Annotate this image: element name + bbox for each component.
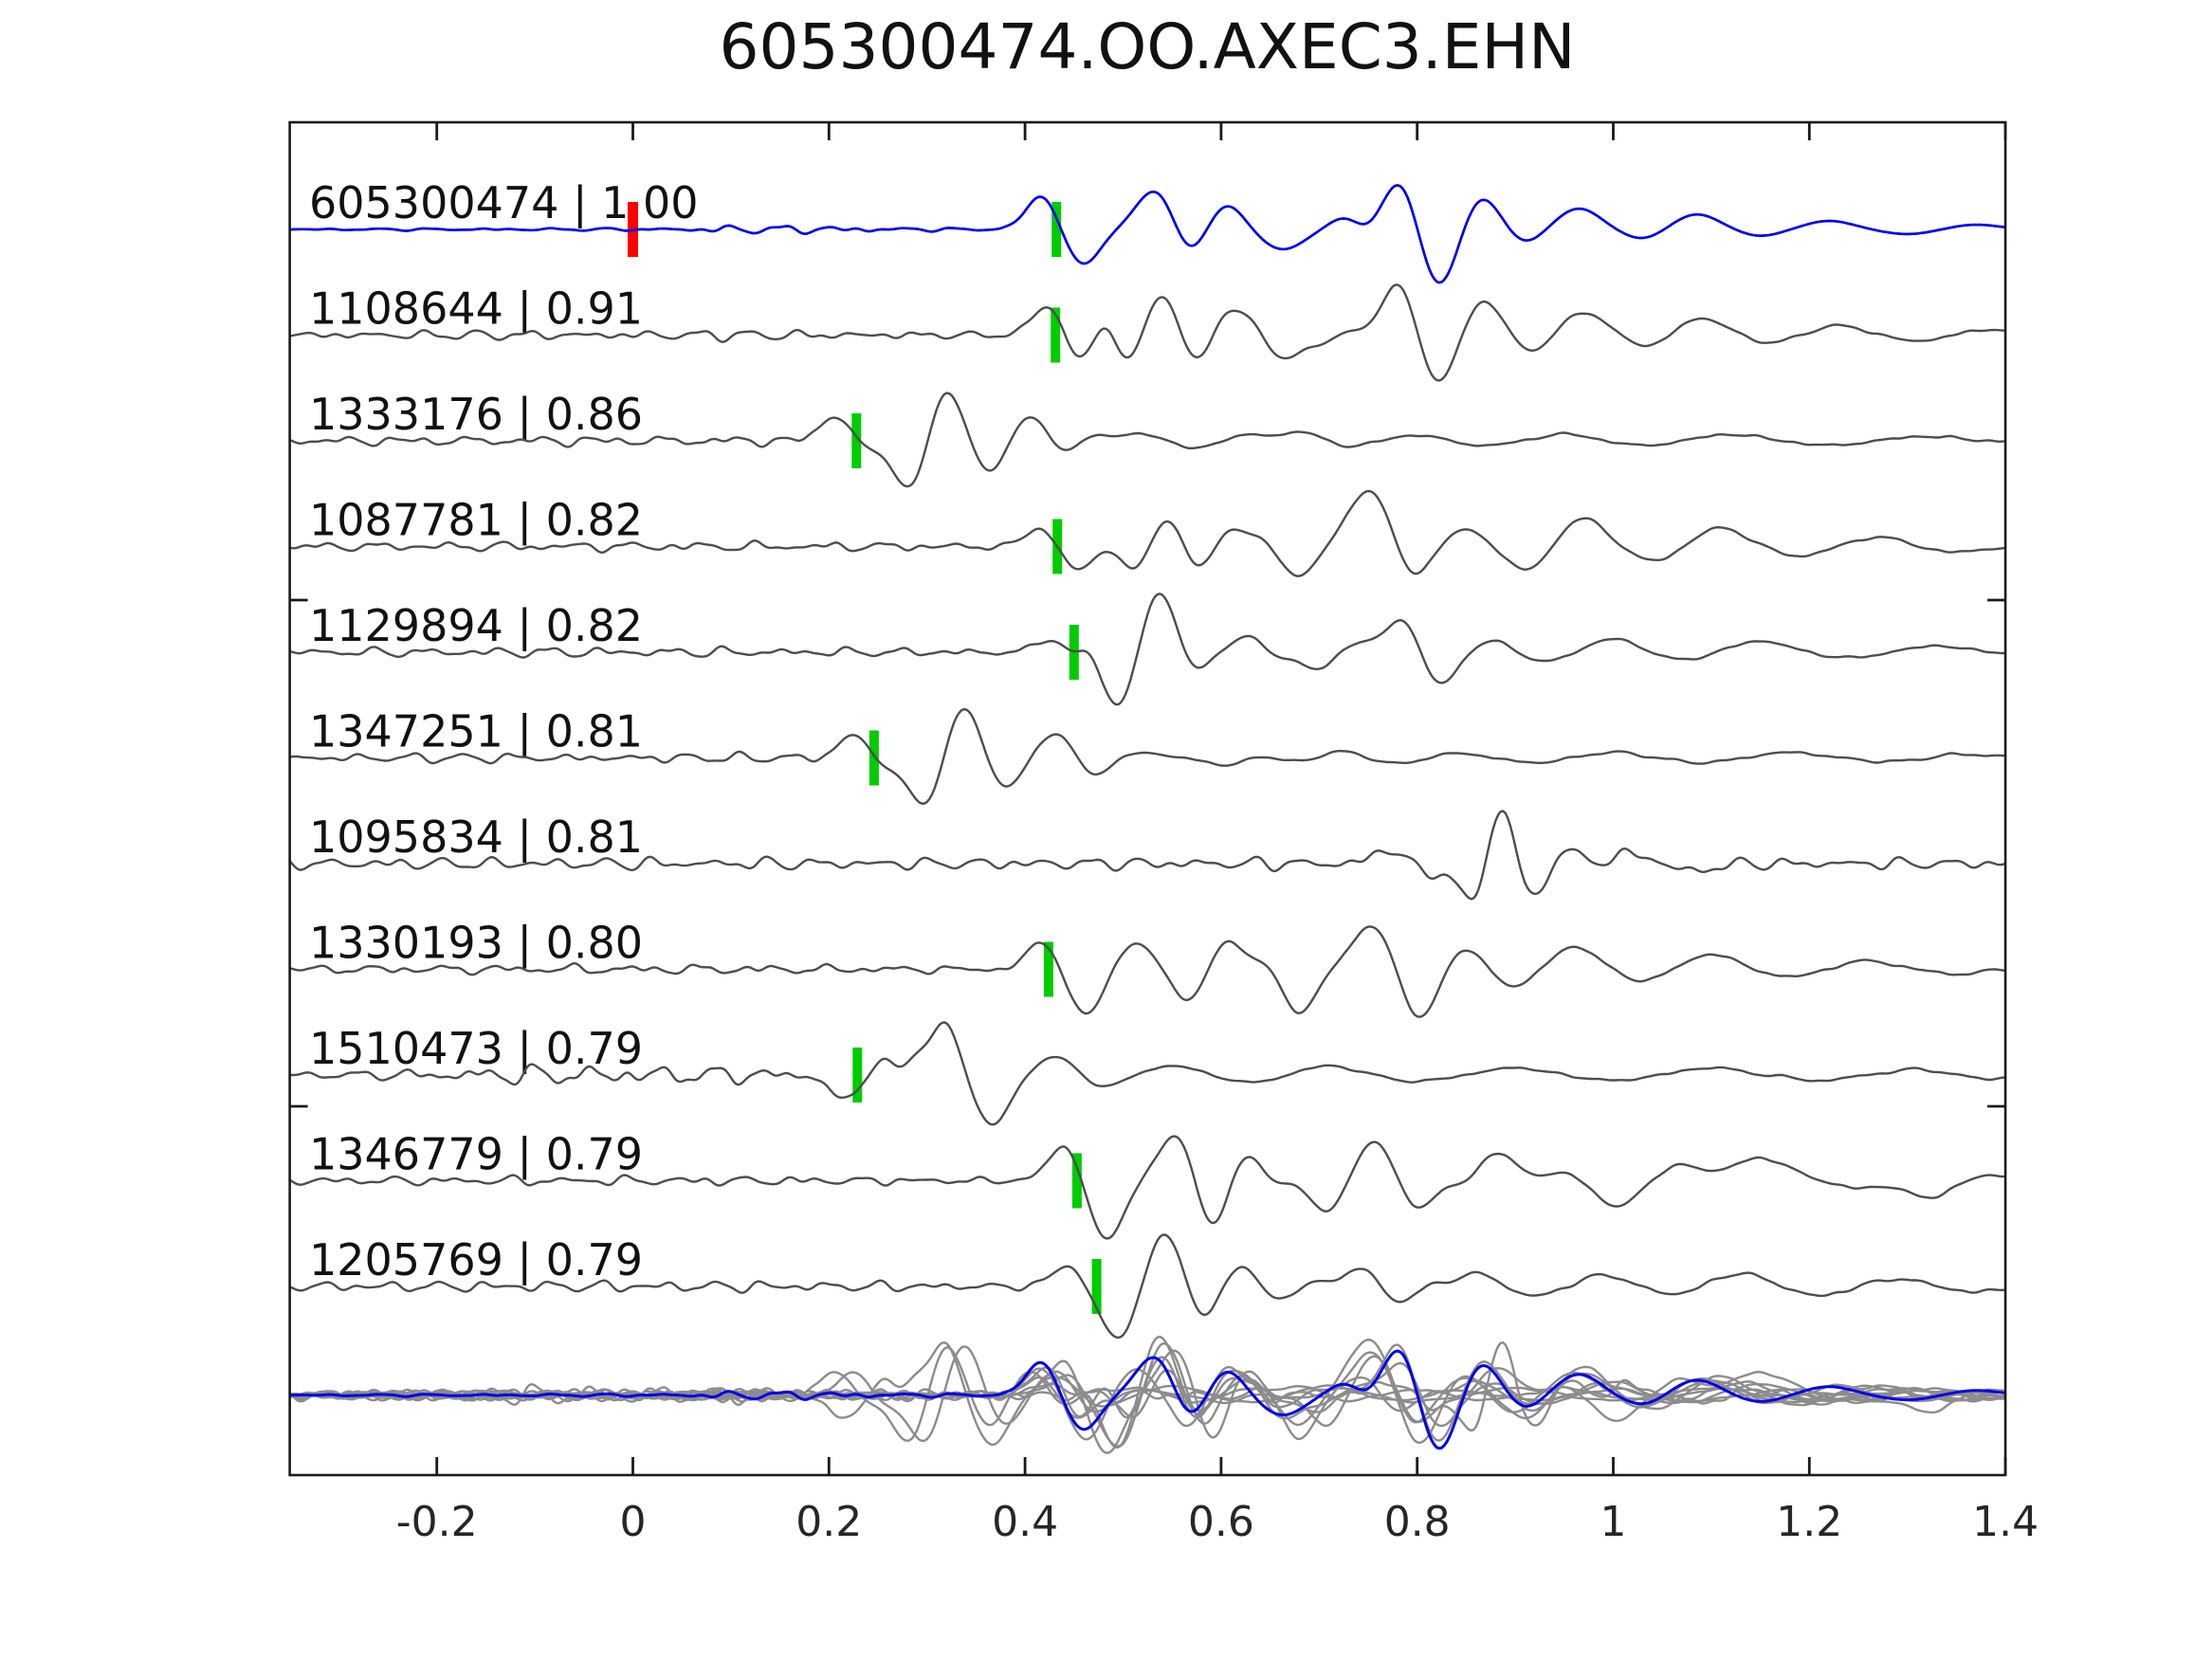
trace-label-1347251: 1347251 | 0.81 (309, 706, 643, 758)
trace-label-1129894: 1129894 | 0.82 (309, 600, 643, 652)
trace-waveform-1095834 (289, 810, 2006, 901)
waveform-traces (289, 184, 2006, 1340)
figure-title: 605300474.OO.AXEC3.EHN (720, 10, 1576, 83)
trace-waveform-1333176 (289, 392, 2006, 488)
x-tick-label: 0.6 (1188, 1498, 1254, 1546)
overlay-trace-1346779 (289, 1349, 2006, 1454)
x-tick-label: -0.2 (396, 1498, 478, 1546)
x-tick-label: 0.8 (1384, 1498, 1451, 1546)
plot-border (288, 120, 2007, 1477)
overlay-reference-trace (289, 1349, 2006, 1450)
trace-waveform-1129894 (289, 592, 2006, 706)
trace-label-1333176: 1333176 | 0.86 (309, 389, 643, 441)
alignment-pick-marker (1051, 202, 1062, 257)
trace-label-1087781: 1087781 | 0.82 (309, 495, 643, 547)
x-tick-label: 0 (620, 1498, 647, 1546)
trace-waveform-1347251 (289, 708, 2006, 805)
trace-waveform-605300474 (289, 184, 2006, 284)
axes-frame (288, 120, 2007, 1477)
trace-waveform-1346779 (289, 1135, 2006, 1240)
trace-label-1330193: 1330193 | 0.80 (309, 918, 643, 970)
trace-waveform-1087781 (289, 489, 2006, 577)
x-tick-labels: -0.2 0 0.2 0.4 0.6 0.8 1 1.2 1.4 (396, 1498, 2038, 1546)
alignment-pick-marker (868, 730, 879, 786)
alignment-pick-marker (851, 413, 862, 468)
trace-waveform-1510473 (289, 1021, 2006, 1126)
trace-label-605300474: 605300474 | 1.00 (309, 177, 699, 229)
alignment-pick-marker (1043, 941, 1053, 997)
overlay-trace-1087781 (289, 1338, 2006, 1427)
trace-waveform-1330193 (289, 925, 2006, 1018)
trace-label-1205769: 1205769 | 0.79 (309, 1234, 643, 1286)
x-tick-label: 1.4 (1972, 1498, 2038, 1546)
x-tick-label: 1 (1600, 1498, 1627, 1546)
x-tick-label: 0.2 (795, 1498, 862, 1546)
trace-label-1095834: 1095834 | 0.81 (309, 811, 643, 864)
trace-label-1108644: 1108644 | 0.91 (309, 283, 643, 336)
x-tick-label: 1.2 (1776, 1498, 1842, 1546)
alignment-pick-marker (1091, 1259, 1102, 1314)
overlay-traces (289, 1335, 2006, 1454)
trace-labels: 605300474 | 1.00 1108644 | 0.91 1333176 | … (309, 177, 699, 1286)
alignment-pick-marker (852, 1048, 863, 1103)
trace-waveform-1205769 (289, 1233, 2006, 1340)
trace-label-1346779: 1346779 | 0.79 (309, 1129, 643, 1181)
alignment-pick-marker (1051, 307, 1061, 363)
x-tick-label: 0.4 (992, 1498, 1058, 1546)
trace-waveform-1108644 (289, 283, 2006, 382)
alignment-pick-marker (1071, 1153, 1082, 1209)
